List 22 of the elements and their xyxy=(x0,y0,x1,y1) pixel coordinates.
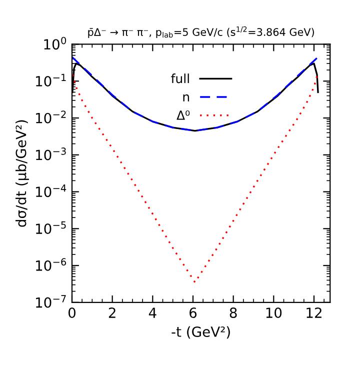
y-tick-label: 10$^{−7}$ xyxy=(36,295,66,308)
y-tick-label: 10$^{0}$ xyxy=(44,36,66,50)
y-tick-label: 10$^{−4}$ xyxy=(36,184,66,198)
y-tick-label: 10$^{−5}$ xyxy=(36,221,66,234)
x-tick-label: 12 xyxy=(306,308,322,318)
x-tick-label: 8 xyxy=(230,308,237,318)
legend-label: n xyxy=(183,94,190,102)
x-tick-label: 4 xyxy=(148,308,156,318)
y-tick-label: 10$^{−2}$ xyxy=(36,110,66,124)
chart-title: p̄Δ⁻ → π⁻ π⁻, p$_{lab}$=5 GeV/c (s$^{1/2}$=3.864 GeV) xyxy=(88,26,314,38)
y-tick-label: 10$^{−1}$ xyxy=(36,74,66,86)
y-tick-label: 10$^{−3}$ xyxy=(36,148,66,160)
x-tick-label: 2 xyxy=(108,308,116,318)
x-tick-label: 6 xyxy=(190,308,197,318)
line-series xyxy=(72,74,318,284)
x-tick-label: 0 xyxy=(68,308,76,318)
x-tick-label: 10 xyxy=(266,308,282,318)
y-axis-title: dσ/dt (μb/GeV²) xyxy=(16,120,29,227)
legend-label: Δ⁰ xyxy=(176,110,190,120)
y-tick-label: 10$^{−6}$ xyxy=(36,258,66,271)
x-axis-title: -t (GeV²) xyxy=(172,326,230,339)
legend-label: full xyxy=(171,74,189,84)
